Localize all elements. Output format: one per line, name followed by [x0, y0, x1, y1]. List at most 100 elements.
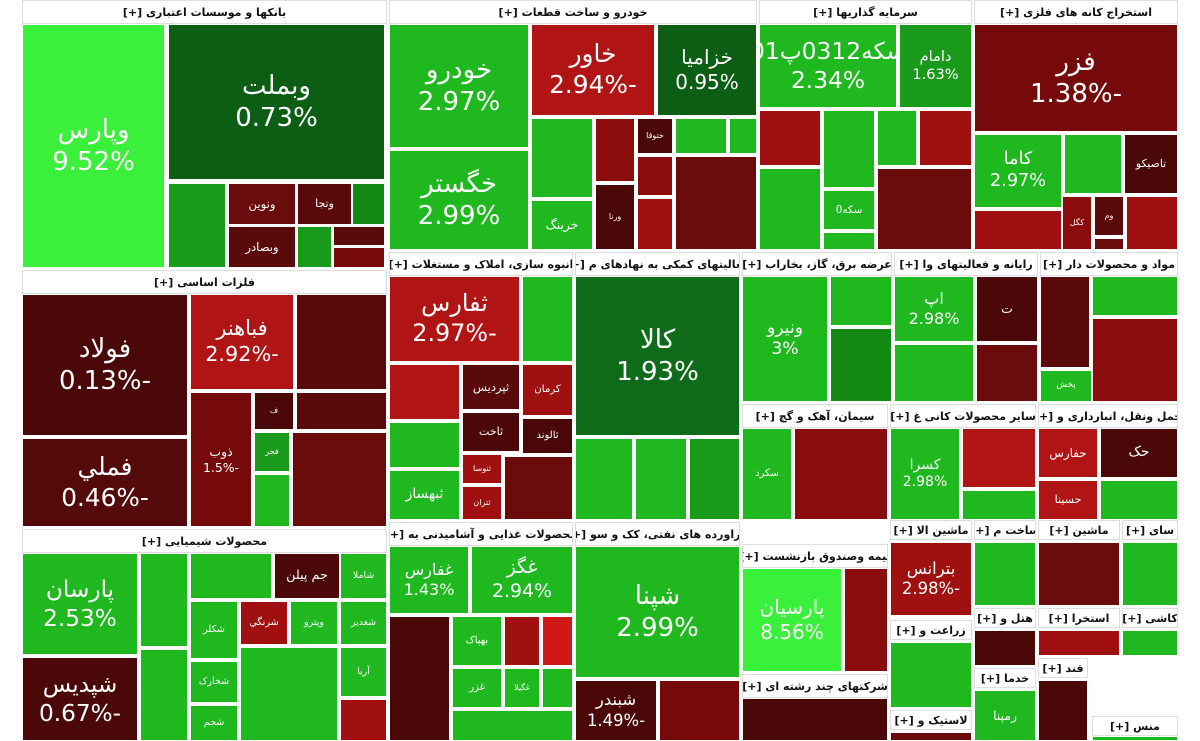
- filler-tile: [675, 118, 727, 154]
- stock-tile: وتجا: [297, 183, 352, 225]
- stock-tile: شخارک: [190, 661, 238, 703]
- sector-header: ماشین [+]: [1038, 520, 1120, 540]
- stock-tile: فزر -1.38%: [974, 24, 1178, 132]
- stock-tile: سکرد: [742, 428, 792, 520]
- stock-tile: شپدیس -0.67%: [22, 657, 138, 741]
- stock-change: 2.99%: [417, 201, 501, 231]
- filler-tile: [1122, 542, 1178, 606]
- stock-change: 2.97%: [417, 87, 501, 117]
- sector-title[interactable]: فراورده های نفتی، کک و سو [+]: [575, 527, 740, 541]
- sector-title[interactable]: سیمان، آهک و گچ [+]: [755, 409, 875, 423]
- sector-title[interactable]: عرضه برق، گاز، بخاراب [+]: [742, 257, 892, 271]
- stock-change: -2.94%: [549, 70, 637, 99]
- sector-title[interactable]: فلزات اساسی [+]: [154, 275, 255, 289]
- sector-title[interactable]: سرمایه گذاریها [+]: [813, 5, 918, 19]
- sector-title[interactable]: کاشی [+]: [1122, 611, 1178, 625]
- sector-header: منس [+]: [1092, 716, 1178, 736]
- filler-tile: [1038, 680, 1088, 741]
- sector-title[interactable]: ماشین [+]: [1049, 523, 1109, 537]
- stock-name: خودرو: [425, 54, 493, 85]
- stock-tile: دامام 1.63%: [899, 24, 972, 108]
- sector-title[interactable]: مواد و محصولات دار [+]: [1042, 257, 1176, 271]
- sector-title[interactable]: بانکها و موسسات اعتباری [+]: [122, 5, 287, 19]
- stock-name: آریا: [357, 666, 370, 678]
- filler-tile: [637, 156, 673, 196]
- stock-tile: شجم: [190, 705, 238, 741]
- stock-change: -0.13%: [59, 366, 151, 396]
- sector-title[interactable]: سای [+]: [1125, 523, 1175, 537]
- filler-tile: [890, 732, 972, 741]
- filler-tile: [1092, 276, 1178, 316]
- filler-tile: [919, 110, 972, 166]
- stock-name: ف: [269, 406, 279, 415]
- filler-tile: [729, 118, 757, 154]
- stock-change: 2.53%: [43, 605, 117, 632]
- sector-title[interactable]: منس [+]: [1110, 719, 1160, 733]
- sector-title[interactable]: قند [+]: [1042, 661, 1084, 675]
- sector-title[interactable]: استخرا [+]: [1048, 611, 1110, 625]
- sector-title[interactable]: ماشین الا [+]: [893, 523, 969, 537]
- stock-tile: فولاد -0.13%: [22, 294, 188, 436]
- stock-change: -1.5%: [203, 459, 239, 475]
- stock-change: -1.38%: [1030, 79, 1122, 109]
- stock-tile: شاملا: [340, 553, 387, 599]
- sector-title[interactable]: فعالیتهای کمکی به نهادهای م [+]: [576, 257, 739, 271]
- stock-change: -0.67%: [38, 700, 122, 727]
- stock-change: -2.92%: [205, 342, 279, 366]
- stock-tile: پارسیان 8.56%: [742, 568, 842, 672]
- sector-title[interactable]: انبوه سازی، املاک و مستغلات [+]: [389, 257, 573, 271]
- stock-change: 1.43%: [403, 580, 455, 599]
- stock-change: -1.49%: [587, 710, 645, 730]
- stock-tile: خزامیا 0.95%: [657, 24, 757, 116]
- stock-name: غگز: [506, 556, 538, 579]
- filler-tile: [389, 364, 460, 420]
- sector-header: ماشین الا [+]: [890, 520, 972, 540]
- stock-name: وتجا: [315, 197, 334, 211]
- sector-title[interactable]: رایانه و فعالیتهای وا [+]: [899, 257, 1033, 271]
- filler-tile: [333, 226, 385, 246]
- stock-tile: ثتران: [462, 486, 502, 520]
- filler-tile: [823, 110, 875, 188]
- stock-name: ثنوسا: [473, 464, 491, 473]
- filler-tile: [974, 630, 1036, 666]
- sector-header: فلزات اساسی [+]: [22, 270, 387, 294]
- filler-tile: [962, 428, 1036, 488]
- stock-tile: خودرو 2.97%: [389, 24, 529, 148]
- stock-change: 3%: [771, 339, 799, 359]
- stock-tile: وپارس 9.52%: [22, 24, 165, 268]
- sector-title[interactable]: خودرو و ساخت قطعات [+]: [498, 5, 648, 19]
- stock-tile: وبملت 0.73%: [168, 24, 385, 180]
- stock-name: بهپاک: [465, 634, 489, 646]
- stock-name: شخارک: [198, 676, 230, 687]
- stock-name: ثپردیس: [472, 379, 510, 394]
- filler-tile: [504, 456, 573, 520]
- stock-tile: فملي -0.46%: [22, 438, 188, 527]
- sector-header: خدما [+]: [974, 668, 1036, 688]
- stock-name: غگیلا: [514, 683, 530, 692]
- filler-tile: [595, 118, 635, 182]
- sector-title[interactable]: استخراج کانه های فلزی [+]: [1000, 5, 1152, 19]
- filler-tile: [297, 226, 332, 268]
- sector-title[interactable]: ساخت م [+]: [975, 523, 1035, 537]
- sector-title[interactable]: خدما [+]: [980, 671, 1030, 685]
- sector-title[interactable]: زراعت و [+]: [896, 623, 966, 637]
- sector-title[interactable]: سایر محصولات کانی غ [+]: [890, 409, 1036, 423]
- sector-title[interactable]: محصولات شیمیایی [+]: [141, 534, 268, 548]
- sector-title[interactable]: شرکتهای چند رشته ای [+]: [742, 679, 888, 693]
- filler-tile: [1122, 630, 1178, 656]
- stock-tile: خرینگ: [531, 200, 593, 250]
- stock-name: فباهنر: [216, 316, 268, 341]
- sector-title[interactable]: محصولات غذایی و آشامیدنی به [+]: [389, 527, 573, 541]
- sector-title[interactable]: لاستیک و [+]: [894, 713, 968, 727]
- sector-title[interactable]: هتل و [+]: [977, 611, 1033, 625]
- stock-tile: ثاخت: [462, 412, 520, 452]
- filler-tile: [168, 183, 226, 268]
- filler-tile: [689, 438, 740, 520]
- stock-tile: بهپاک: [452, 616, 502, 666]
- sector-title[interactable]: حمل ونقل، انبارداری و [+]: [1038, 409, 1178, 423]
- filler-tile: [1064, 134, 1122, 194]
- sector-title[interactable]: بیمه وصندوق بازنشست [+]: [742, 549, 888, 563]
- stock-tile: جم پیلن: [274, 553, 340, 599]
- stock-name: ثتران: [473, 498, 491, 507]
- stock-tile: غزر: [452, 668, 502, 708]
